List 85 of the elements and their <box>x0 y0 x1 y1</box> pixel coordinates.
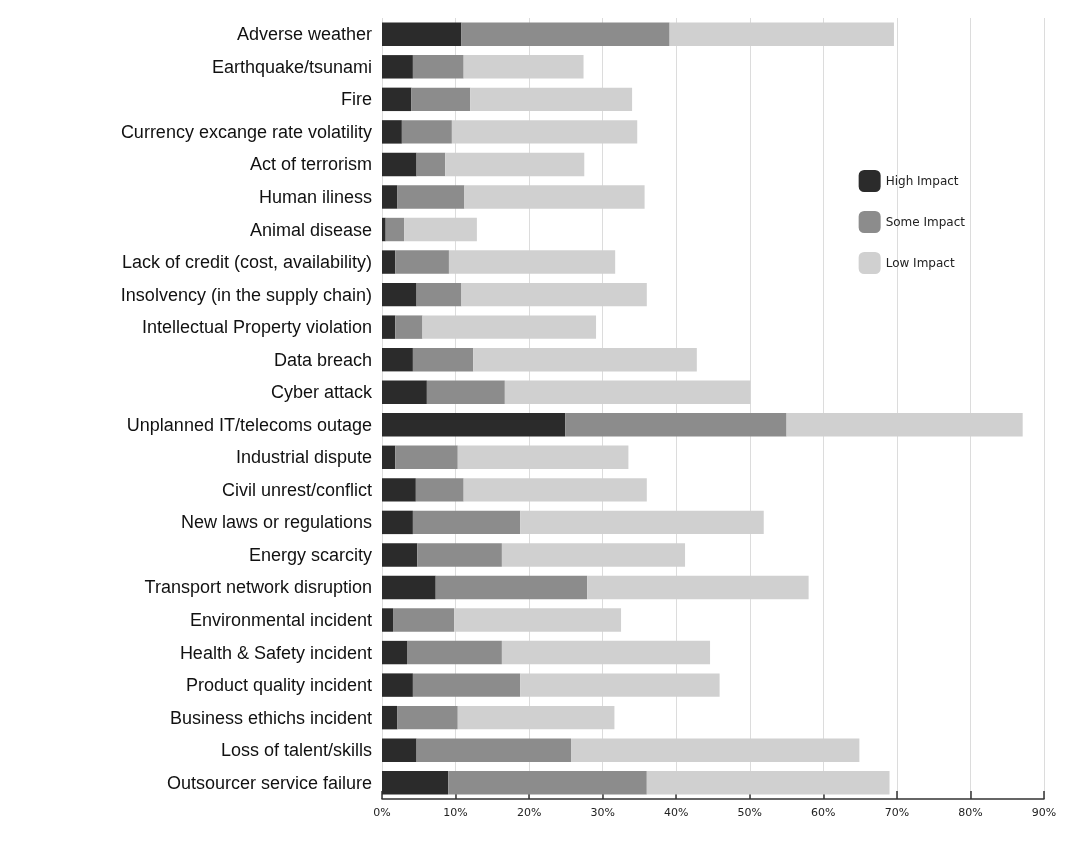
y-tick-label: Animal disease <box>249 219 372 240</box>
bar <box>448 771 647 795</box>
bar <box>382 413 566 437</box>
bar <box>382 771 449 795</box>
bar <box>382 22 462 46</box>
bar <box>385 217 405 242</box>
bar <box>382 152 417 177</box>
bar <box>416 152 446 177</box>
y-tick-label: Act of terrorism <box>249 154 372 175</box>
y-tick-label: Outsourcer service failure <box>166 772 372 793</box>
y-tick-label: Lack of credit (cost, availability) <box>121 252 372 273</box>
bar <box>416 282 462 307</box>
bar <box>415 478 464 502</box>
y-tick-label: Industrial dispute <box>235 447 372 468</box>
y-tick-label: Cyber attack <box>270 382 373 403</box>
bar <box>565 413 787 437</box>
bar <box>382 120 402 144</box>
bar <box>382 87 412 112</box>
x-tick-label: 20% <box>516 806 542 819</box>
x-tick-label: 60% <box>811 806 836 819</box>
bar <box>395 445 458 470</box>
legend-label: Some Impact <box>885 215 966 229</box>
y-tick-label: Transport network disruption <box>144 577 372 598</box>
y-tick-label: Loss of talent/skills <box>220 740 372 761</box>
bar <box>382 640 408 665</box>
bar <box>417 543 502 567</box>
y-tick-label: Product quality incident <box>185 675 372 696</box>
bar <box>382 705 398 730</box>
y-tick-label: Intellectual Property violation <box>141 317 372 338</box>
bar <box>382 575 436 600</box>
bar <box>382 478 416 502</box>
y-tick-label: Insolvency (in the supply chain) <box>120 284 372 305</box>
x-tick-label: 10% <box>443 806 468 819</box>
bar <box>412 347 474 372</box>
x-tick-label: 0% <box>373 806 391 819</box>
bar <box>382 738 417 762</box>
y-tick-label: Unplanned IT/telecoms outage <box>126 414 372 435</box>
legend-label: High Impact <box>885 174 959 188</box>
bar <box>411 87 471 112</box>
bar <box>382 282 417 307</box>
y-tick-label: Data breach <box>273 349 372 370</box>
bar <box>382 347 413 372</box>
bar <box>426 380 505 404</box>
bar <box>382 380 427 404</box>
legend-label: Low Impact <box>885 256 955 270</box>
y-tick-label: Health & Safety incident <box>179 642 372 663</box>
x-tick-label: 80% <box>958 806 983 819</box>
y-tick-label: Adverse weather <box>236 24 372 45</box>
x-tick-label: 50% <box>737 806 762 819</box>
y-tick-label: Business ethichs incident <box>169 707 372 728</box>
bar <box>382 543 418 567</box>
bar <box>382 445 396 470</box>
y-tick-label: Fire <box>341 89 372 110</box>
bar <box>461 22 670 46</box>
bar <box>382 250 396 274</box>
bar <box>407 640 502 665</box>
x-tick-label: 70% <box>884 806 910 819</box>
y-tick-label: Environmental incident <box>189 610 372 631</box>
bar <box>382 608 394 632</box>
x-tick-label: 90% <box>1031 806 1057 819</box>
bar <box>401 120 452 144</box>
bar <box>382 315 396 339</box>
y-tick-label: Currency excange rate volatility <box>120 121 372 142</box>
bar <box>382 217 386 242</box>
bar <box>397 185 465 209</box>
bar <box>395 250 449 274</box>
bar <box>395 315 423 339</box>
y-tick-label: New laws or regulations <box>180 512 372 533</box>
bar <box>435 575 588 600</box>
bar <box>382 510 413 535</box>
bar <box>382 185 398 209</box>
bar <box>416 738 572 762</box>
y-tick-label: Energy scarcity <box>248 544 372 565</box>
bar <box>412 510 521 535</box>
bar <box>397 705 458 730</box>
bar <box>412 55 464 79</box>
bar <box>393 608 455 632</box>
bar <box>382 55 413 79</box>
bar <box>412 673 521 697</box>
bar <box>382 673 413 697</box>
y-tick-label: Human iliness <box>258 186 372 207</box>
x-tick-label: 30% <box>590 806 615 819</box>
x-tick-label: 40% <box>664 806 689 819</box>
y-tick-label: Earthquake/tsunami <box>211 56 372 77</box>
y-tick-label: Civil unrest/conflict <box>221 479 372 500</box>
